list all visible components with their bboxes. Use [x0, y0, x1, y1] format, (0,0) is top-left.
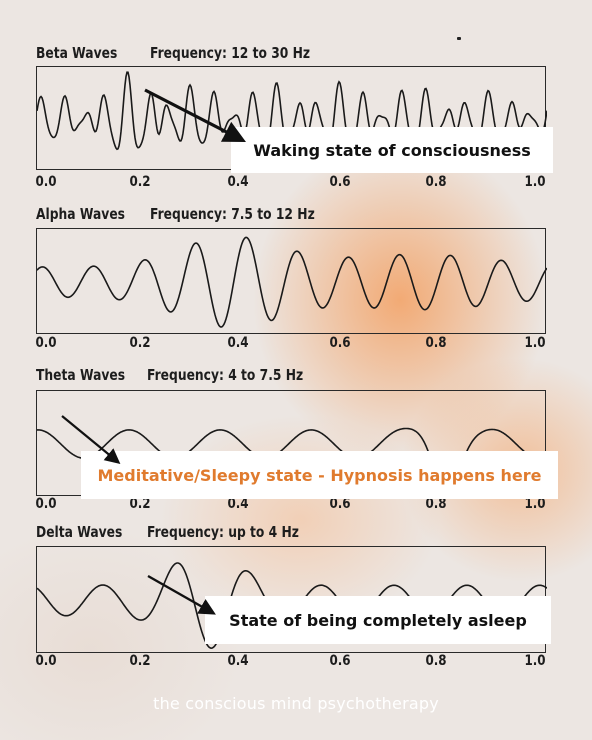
delta-tick-4: 0.8	[425, 653, 447, 669]
alpha-tick-5: 1.0	[524, 335, 546, 351]
delta-callout: State of being completely asleep	[205, 596, 551, 644]
beta-tick-2: 0.4	[227, 174, 249, 190]
theta-title: Theta Waves	[36, 366, 126, 384]
alpha-waveform-svg	[37, 236, 547, 328]
alpha-tick-1: 0.2	[129, 335, 151, 351]
beta-tick-5: 1.0	[524, 174, 546, 190]
beta-callout: Waking state of consciousness	[231, 127, 553, 173]
theta-tick-4: 0.8	[425, 496, 447, 512]
theta-panel: Theta Waves Frequency: 4 to 7.5 Hz 0.0 0…	[0, 366, 592, 516]
footer-brand: the conscious mind psychotherapy	[153, 694, 439, 713]
beta-frequency: Frequency: 12 to 30 Hz	[150, 44, 311, 62]
theta-frequency: Frequency: 4 to 7.5 Hz	[147, 366, 304, 384]
beta-tick-4: 0.8	[425, 174, 447, 190]
alpha-title: Alpha Waves	[36, 205, 125, 223]
delta-tick-3: 0.6	[329, 653, 351, 669]
theta-tick-3: 0.6	[329, 496, 351, 512]
theta-tick-2: 0.4	[227, 496, 249, 512]
delta-title: Delta Waves	[36, 523, 123, 541]
beta-tick-1: 0.2	[129, 174, 151, 190]
theta-tick-0: 0.0	[35, 496, 57, 512]
beta-title: Beta Waves	[36, 44, 118, 62]
theta-tick-5: 1.0	[524, 496, 546, 512]
delta-tick-5: 1.0	[524, 653, 546, 669]
alpha-waveform	[37, 236, 547, 328]
alpha-tick-2: 0.4	[227, 335, 249, 351]
alpha-tick-3: 0.6	[329, 335, 351, 351]
delta-tick-1: 0.2	[129, 653, 151, 669]
alpha-frequency: Frequency: 7.5 to 12 Hz	[150, 205, 315, 223]
theta-tick-1: 0.2	[129, 496, 151, 512]
alpha-tick-4: 0.8	[425, 335, 447, 351]
delta-tick-2: 0.4	[227, 653, 249, 669]
alpha-panel: Alpha Waves Frequency: 7.5 to 12 Hz 0.0 …	[0, 205, 592, 355]
beta-tick-0: 0.0	[35, 174, 57, 190]
delta-tick-0: 0.0	[35, 653, 57, 669]
speck-mark	[457, 37, 461, 40]
delta-frequency: Frequency: up to 4 Hz	[147, 523, 299, 541]
alpha-plot	[36, 228, 547, 334]
theta-callout: Meditative/Sleepy state - Hypnosis happe…	[81, 451, 558, 499]
alpha-tick-0: 0.0	[35, 335, 57, 351]
beta-tick-3: 0.6	[329, 174, 351, 190]
